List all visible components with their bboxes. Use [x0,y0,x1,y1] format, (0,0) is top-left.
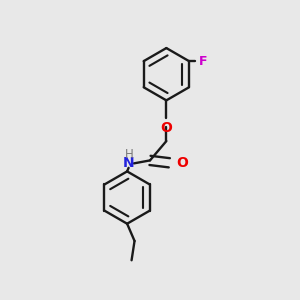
Text: O: O [176,156,188,170]
Text: F: F [199,55,207,68]
Text: O: O [160,121,172,135]
Text: H: H [125,148,134,161]
Text: N: N [123,156,134,170]
